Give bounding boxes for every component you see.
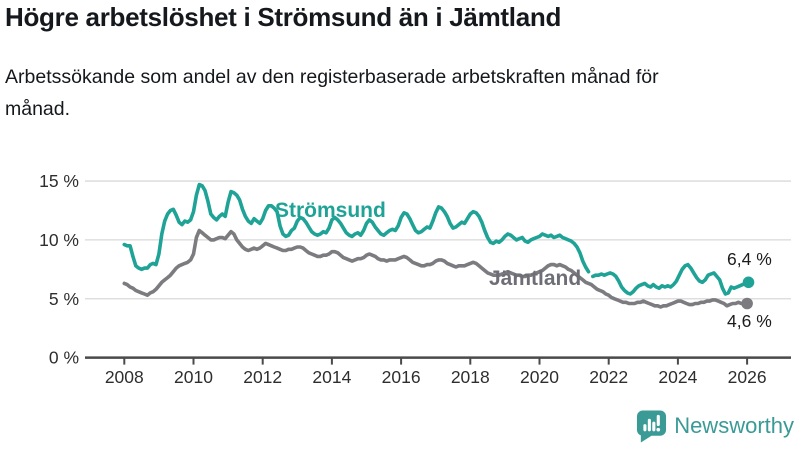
x-tick-label: 2024 bbox=[658, 367, 697, 387]
logo-bar-1 bbox=[643, 424, 647, 432]
series-end-dot-stromsund bbox=[742, 276, 755, 289]
x-tick-label: 2008 bbox=[105, 367, 144, 387]
x-tick-label: 2020 bbox=[520, 367, 559, 387]
series-label-stromsund: Strömsund bbox=[275, 199, 386, 222]
series-line-stromsund bbox=[122, 182, 591, 274]
series-end-value-jamtland: 4,6 % bbox=[727, 311, 772, 331]
series-end-dot-jamtland bbox=[741, 297, 753, 310]
x-tick-label: 2010 bbox=[174, 367, 213, 387]
logo-exclamation-dot bbox=[656, 427, 661, 432]
y-tick-label: 5 % bbox=[49, 289, 79, 309]
y-tick-label: 10 % bbox=[39, 230, 79, 250]
x-axis: 2008 2010 2012 2014 2016 2018 2020 2022 2024 2026 bbox=[85, 356, 791, 387]
page-title: Högre arbetslöshet i Strömsund än i Jämt… bbox=[5, 2, 562, 32]
newsworthy-brand[interactable]: Newsworthy bbox=[636, 409, 794, 443]
series-lines bbox=[122, 182, 755, 310]
chart-annotations: Strömsund 6,4 % Jämtland 4,6 % bbox=[275, 199, 772, 331]
series-line-jamtland bbox=[122, 228, 749, 309]
series-end-value-stromsund: 6,4 % bbox=[727, 249, 772, 269]
series-label-jamtland: Jämtland bbox=[489, 267, 581, 290]
chart-subtitle: Arbetssökande som andel av den registerb… bbox=[5, 66, 659, 120]
logo-exclamation-bar bbox=[656, 414, 661, 426]
x-tick-label: 2012 bbox=[243, 367, 282, 387]
y-tick-label: 15 % bbox=[39, 171, 79, 191]
y-tick-label: 0 % bbox=[49, 348, 79, 368]
x-tick-label: 2018 bbox=[451, 367, 490, 387]
series-line-stromsund bbox=[590, 262, 751, 296]
x-tick-label: 2022 bbox=[589, 367, 628, 387]
logo-bar-3 bbox=[652, 421, 656, 432]
x-tick-label: 2016 bbox=[382, 367, 421, 387]
logo-bar-2 bbox=[648, 418, 652, 432]
x-tick-label: 2026 bbox=[728, 367, 767, 387]
newsworthy-brand-name: Newsworthy bbox=[674, 413, 794, 438]
gridlines: 0 % 5 % 10 % 15 % bbox=[39, 171, 791, 368]
x-tick-label: 2014 bbox=[312, 367, 351, 387]
newsworthy-logo-icon bbox=[637, 410, 667, 443]
